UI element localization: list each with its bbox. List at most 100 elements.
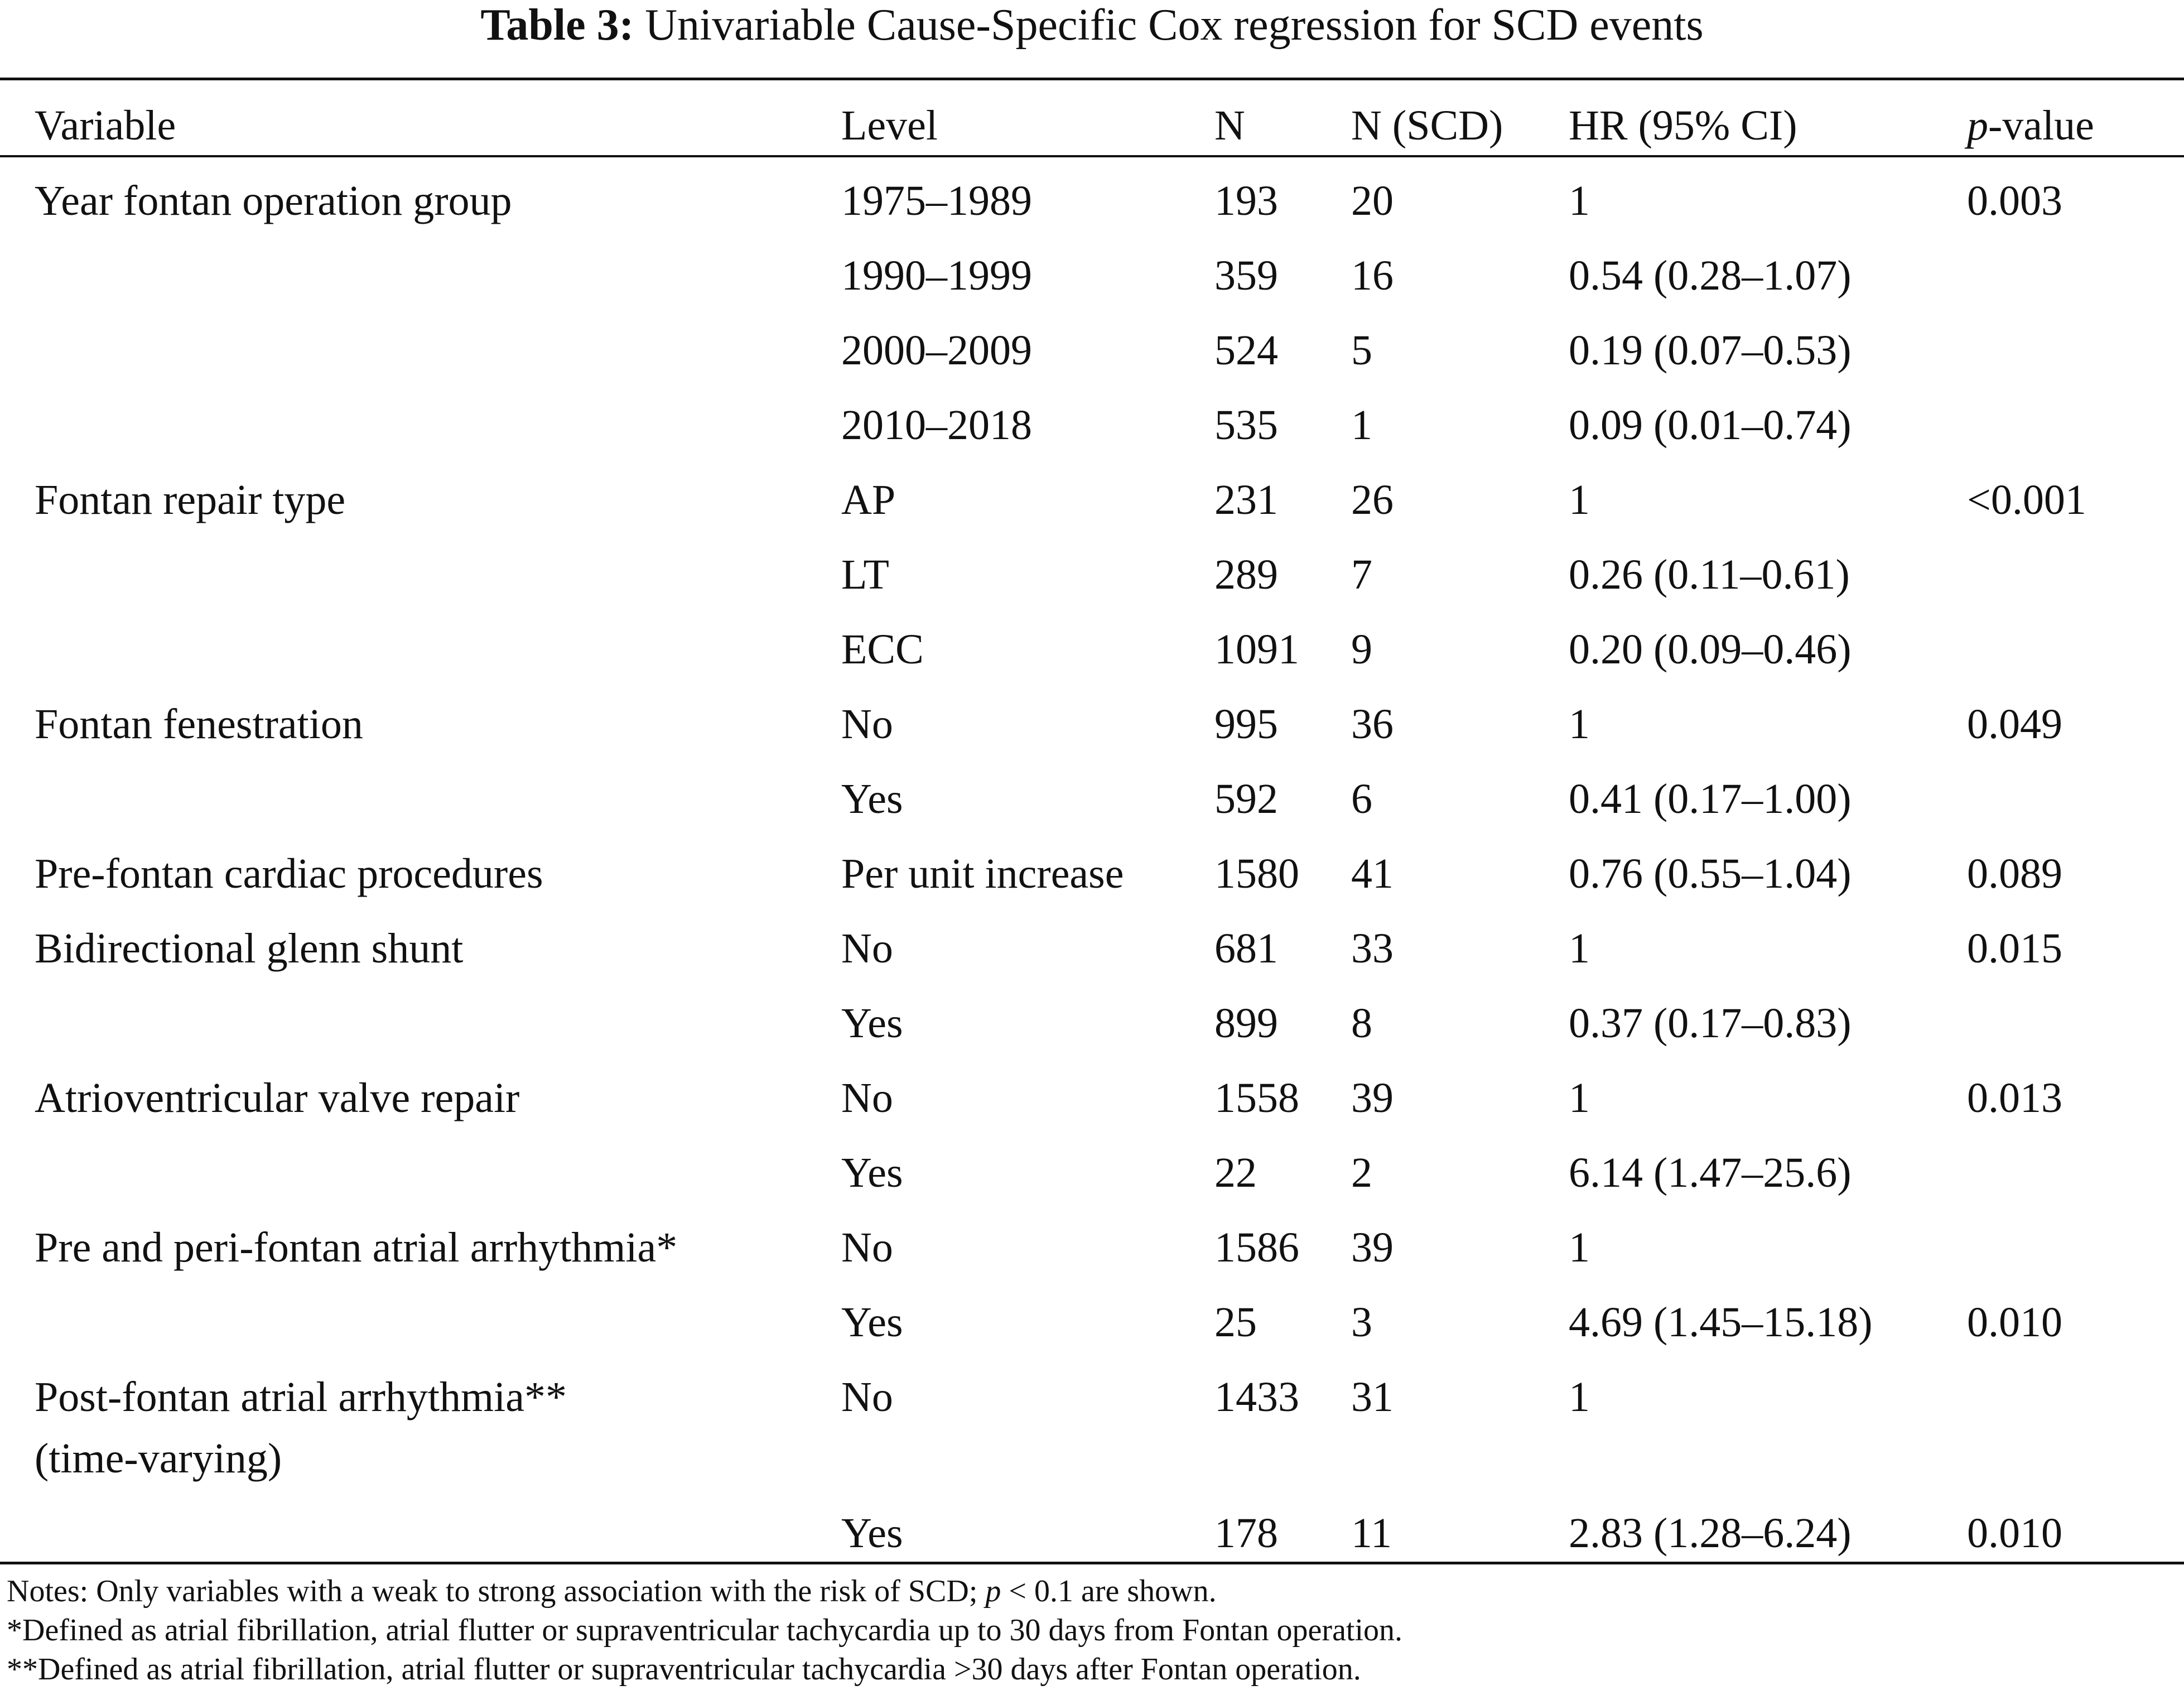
cell-n: 1091 <box>1214 626 1299 673</box>
header-rule <box>0 155 2184 157</box>
cell-hr: 0.37 (0.17–0.83) <box>1569 1000 1852 1047</box>
cell-level: 1975–1989 <box>841 177 1032 224</box>
cell-n-scd: 2 <box>1351 1149 1372 1196</box>
cell-n-scd: 9 <box>1351 626 1372 673</box>
cell-n: 359 <box>1214 252 1278 299</box>
cell-variable: Fontan fenestration <box>35 701 363 748</box>
cell-variable: Fontan repair type <box>35 476 346 523</box>
cell-n-scd: 3 <box>1351 1299 1372 1346</box>
cell-level: 1990–1999 <box>841 252 1032 299</box>
note: *Defined as atrial fibrillation, atrial … <box>7 1611 1402 1650</box>
cell-level: No <box>841 701 893 748</box>
cell-p: 0.010 <box>1967 1510 2062 1557</box>
cell-variable: Atrioventricular valve repair <box>35 1075 520 1121</box>
note: **Defined as atrial fibrillation, atrial… <box>7 1650 1361 1689</box>
cell-n-scd: 7 <box>1351 551 1372 598</box>
cell-p: <0.001 <box>1967 476 2086 523</box>
cell-variable: Bidirectional glenn shunt <box>35 925 464 972</box>
cell-hr: 0.41 (0.17–1.00) <box>1569 776 1852 822</box>
title-label: Table 3: <box>480 1 634 50</box>
cell-n-scd: 26 <box>1351 476 1394 523</box>
cell-level: Yes <box>841 776 903 822</box>
cell-hr: 1 <box>1569 1075 1590 1121</box>
cell-n: 1433 <box>1214 1374 1299 1420</box>
cell-hr: 1 <box>1569 476 1590 523</box>
cell-level: Yes <box>841 1299 903 1346</box>
title: Table 3: Univariable Cause-Specific Cox … <box>0 0 2184 50</box>
cell-p: 0.049 <box>1967 701 2062 748</box>
header-italic: p <box>1967 102 1988 149</box>
cell-hr: 6.14 (1.47–25.6) <box>1569 1149 1852 1196</box>
header-cell: N <box>1214 102 1245 149</box>
cell-hr: 0.09 (0.01–0.74) <box>1569 402 1852 449</box>
cell-level: No <box>841 1224 893 1271</box>
header-cell: Level <box>841 102 938 149</box>
cell-variable: Pre-fontan cardiac procedures <box>35 850 543 897</box>
cell-n-scd: 33 <box>1351 925 1394 972</box>
cell-level: Yes <box>841 1510 903 1557</box>
cell-p: 0.013 <box>1967 1075 2062 1121</box>
cell-hr: 1 <box>1569 177 1590 224</box>
cell-n-scd: 39 <box>1351 1224 1394 1271</box>
cell-p: 0.010 <box>1967 1299 2062 1346</box>
cell-variable: Year fontan operation group <box>35 177 512 224</box>
top-rule <box>0 78 2184 80</box>
header-text: -value <box>1988 102 2094 149</box>
cell-n: 25 <box>1214 1299 1257 1346</box>
title-text: Univariable Cause-Specific Cox regressio… <box>645 1 1704 50</box>
cell-hr: 1 <box>1569 701 1590 748</box>
cell-level: No <box>841 1374 893 1420</box>
header-cell: Variable <box>35 102 176 149</box>
cell-n: 1558 <box>1214 1075 1299 1121</box>
cell-p: 0.089 <box>1967 850 2062 897</box>
cell-n: 592 <box>1214 776 1278 822</box>
cell-n-scd: 41 <box>1351 850 1394 897</box>
cell-n: 1586 <box>1214 1224 1299 1271</box>
cell-n-scd: 1 <box>1351 402 1372 449</box>
cell-n-scd: 8 <box>1351 1000 1372 1047</box>
cell-hr: 4.69 (1.45–15.18) <box>1569 1299 1873 1346</box>
cell-n: 524 <box>1214 327 1278 374</box>
cell-n: 231 <box>1214 476 1278 523</box>
cell-hr: 0.20 (0.09–0.46) <box>1569 626 1852 673</box>
cell-n-scd: 6 <box>1351 776 1372 822</box>
cell-p: 0.003 <box>1967 177 2062 224</box>
cell-level: 2000–2009 <box>841 327 1032 374</box>
cell-level: 2010–2018 <box>841 402 1032 449</box>
cell-n-scd: 31 <box>1351 1374 1394 1420</box>
cell-n: 535 <box>1214 402 1278 449</box>
cell-hr: 1 <box>1569 1374 1590 1420</box>
cell-level: ECC <box>841 626 924 673</box>
header-cell: HR (95% CI) <box>1569 102 1797 149</box>
cell-n-scd: 39 <box>1351 1075 1394 1121</box>
cell-n-scd: 5 <box>1351 327 1372 374</box>
cell-variable: Post-fontan atrial arrhythmia** <box>35 1374 567 1420</box>
cell-level: Yes <box>841 1000 903 1047</box>
cell-variable: Pre and peri-fontan atrial arrhythmia* <box>35 1224 678 1271</box>
cell-hr: 2.83 (1.28–6.24) <box>1569 1510 1852 1557</box>
note: Notes: Only variables with a weak to str… <box>7 1572 1217 1611</box>
note-text: *Defined as atrial fibrillation, atrial … <box>7 1613 1403 1648</box>
cell-hr: 0.76 (0.55–1.04) <box>1569 850 1852 897</box>
cell-level: LT <box>841 551 889 598</box>
cell-n-scd: 11 <box>1351 1510 1392 1557</box>
cell-n-scd: 36 <box>1351 701 1394 748</box>
cell-variable: (time-varying) <box>35 1435 282 1482</box>
cell-level: No <box>841 1075 893 1121</box>
header-cell: p-value <box>1967 95 2094 156</box>
cell-hr: 0.54 (0.28–1.07) <box>1569 252 1852 299</box>
bottom-rule <box>0 1562 2184 1564</box>
note-text: < 0.1 are shown. <box>1001 1574 1217 1609</box>
note-text: **Defined as atrial fibrillation, atrial… <box>7 1652 1361 1687</box>
cell-level: No <box>841 925 893 972</box>
cell-hr: 1 <box>1569 925 1590 972</box>
cell-n: 193 <box>1214 177 1278 224</box>
cell-n: 178 <box>1214 1510 1278 1557</box>
cell-n: 1580 <box>1214 850 1299 897</box>
cell-n: 681 <box>1214 925 1278 972</box>
cell-n: 899 <box>1214 1000 1278 1047</box>
cell-hr: 0.26 (0.11–0.61) <box>1569 551 1850 598</box>
header-cell: N (SCD) <box>1351 102 1503 149</box>
cell-p: 0.015 <box>1967 925 2062 972</box>
